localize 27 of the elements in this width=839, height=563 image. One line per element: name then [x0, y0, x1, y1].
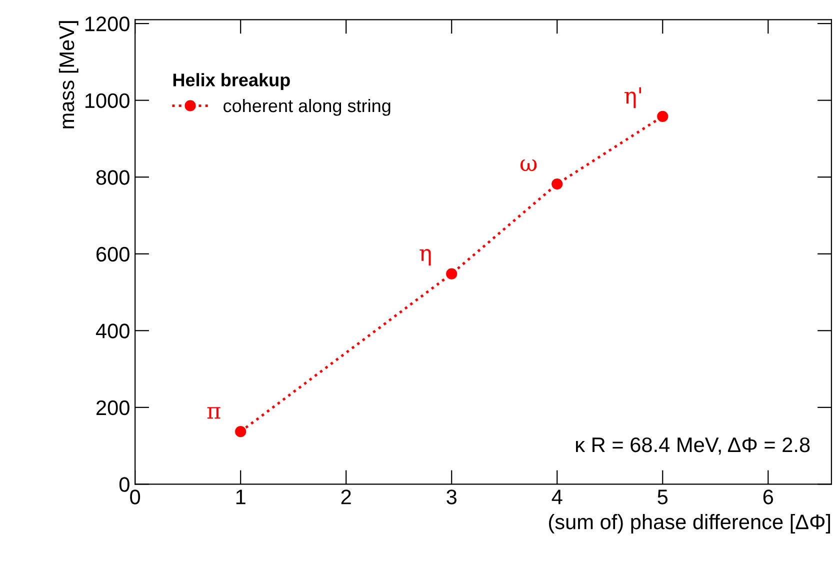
legend-title: Helix breakup — [173, 73, 290, 90]
y-tick-label: 0 — [119, 477, 130, 492]
x-tick-label: 5 — [658, 490, 668, 504]
legend-label: coherent along string — [224, 98, 390, 116]
y-tick-label: 1200 — [85, 16, 130, 32]
x-tick-label: 3 — [446, 490, 456, 504]
y-tick-label: 800 — [96, 170, 130, 185]
y-tick-label: 1000 — [85, 93, 130, 108]
annotation: π — [207, 407, 220, 419]
point — [657, 110, 668, 122]
x-axis-title: (sum of) phase difference [ΔΦ] — [549, 514, 830, 534]
y-tick-label: 600 — [96, 246, 130, 262]
point — [235, 426, 246, 438]
y-tick-label: 400 — [96, 324, 130, 338]
x-tick-label: 6 — [763, 490, 774, 504]
annotation: ω — [520, 160, 537, 172]
x-tick-label: 1 — [236, 490, 246, 504]
annotation: κ R = 68.4 MeV, ΔΦ = 2.8 — [576, 437, 810, 455]
point — [552, 178, 563, 190]
x-tick-label: 2 — [341, 490, 351, 504]
x-tick-label: 4 — [552, 490, 562, 504]
annotation: η — [420, 249, 431, 266]
x-tick-label: 0 — [130, 490, 140, 504]
annotation: η' — [624, 87, 641, 108]
y-tick-label: 200 — [96, 400, 130, 416]
y-axis-title: mass [MeV] — [58, 21, 78, 128]
point — [446, 268, 458, 280]
